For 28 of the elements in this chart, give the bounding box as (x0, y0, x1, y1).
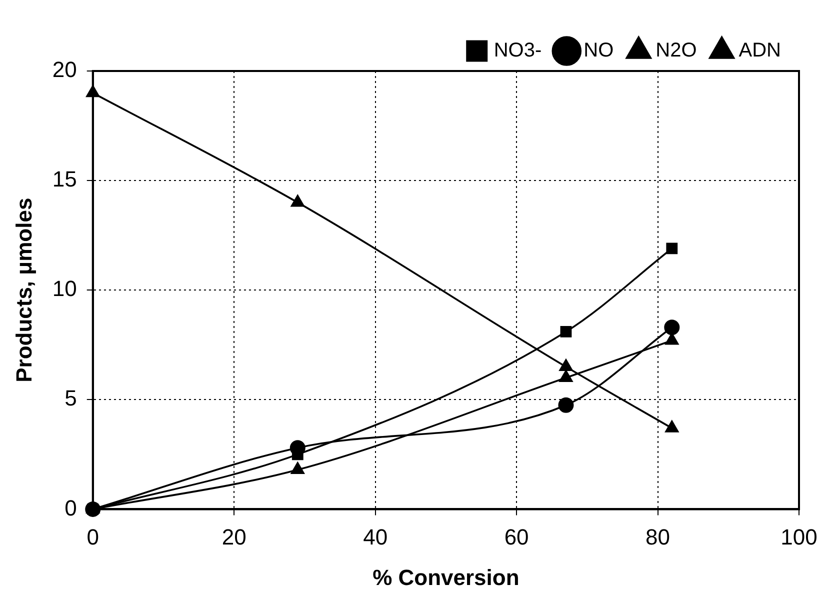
x-tick-label: 80 (646, 524, 670, 550)
point (290, 194, 304, 207)
x-tick-label: 100 (780, 524, 818, 550)
point (560, 326, 572, 338)
x-tick-label: 20 (222, 524, 246, 550)
y-tick-label: 5 (64, 386, 77, 411)
x-axis-title: % Conversion (372, 564, 520, 590)
point (665, 420, 679, 432)
x-tick-label: 0 (86, 524, 99, 550)
y-tick-label: 20 (52, 57, 77, 82)
point (86, 85, 100, 98)
x-tick-label: 60 (504, 524, 529, 550)
legend-label: N2O (656, 40, 697, 62)
y-axis-title: Products, μmoles (11, 198, 36, 382)
point (559, 370, 573, 382)
x-tick-label: 40 (363, 524, 388, 550)
legend-label: ADN (738, 40, 782, 62)
y-tick-label: 10 (52, 276, 77, 302)
point (666, 242, 678, 254)
legend-label: NO (584, 40, 614, 62)
point (664, 320, 680, 336)
point (559, 359, 573, 372)
point (290, 462, 304, 474)
legend-label: NO3- (494, 40, 542, 62)
point (558, 397, 574, 413)
point (665, 332, 679, 345)
y-tick-label: 0 (64, 495, 77, 520)
y-tick-label: 15 (52, 166, 77, 192)
